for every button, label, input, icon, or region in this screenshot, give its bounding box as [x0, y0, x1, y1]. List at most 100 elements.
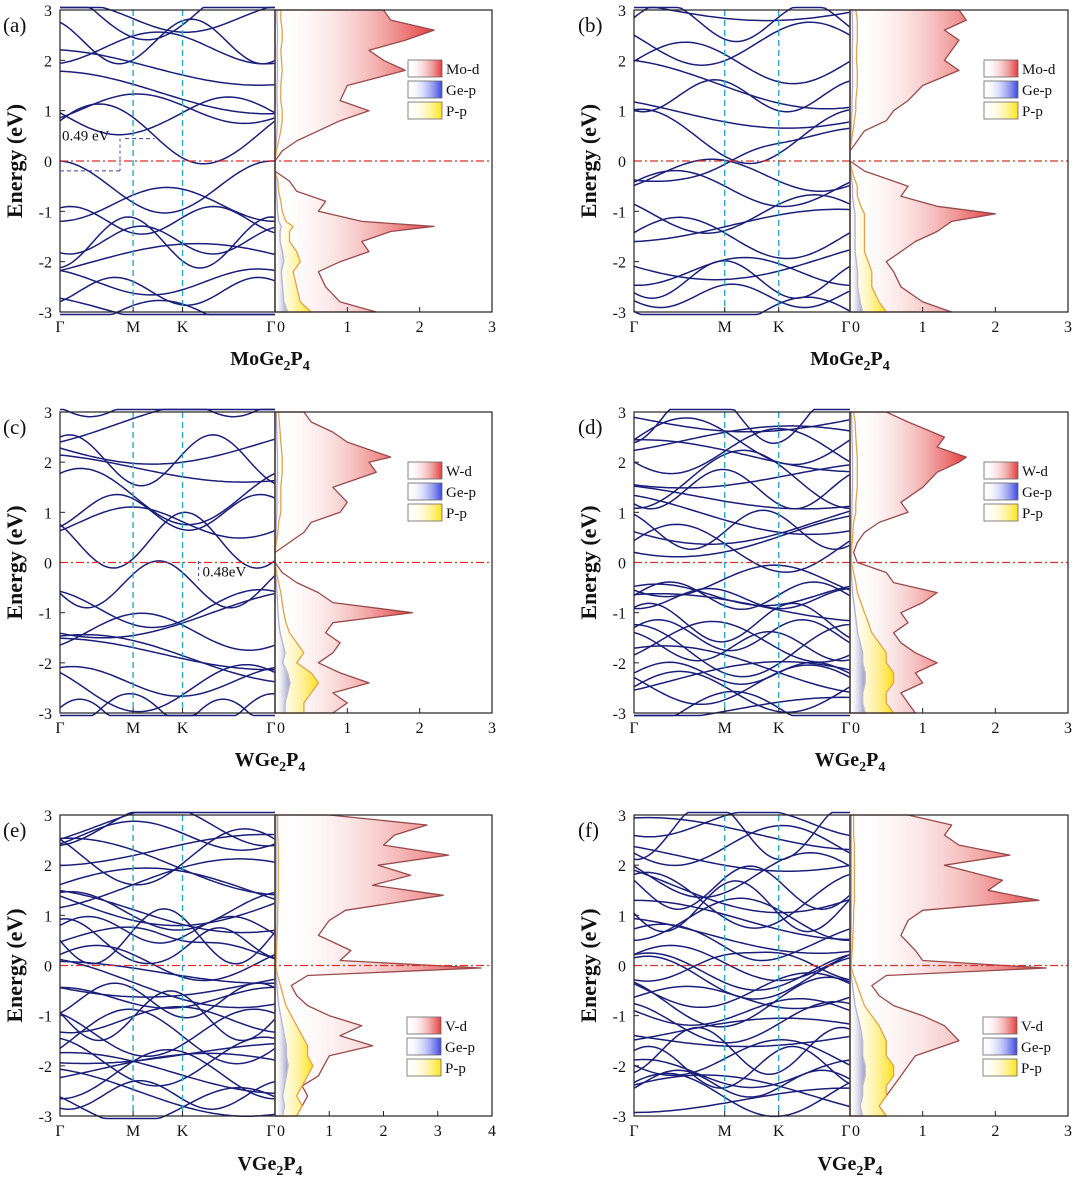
valence-band	[59, 665, 276, 697]
legend-entry: P-p	[446, 506, 467, 522]
k-point-label: M	[126, 319, 140, 336]
gap-label: 0.48eV	[203, 565, 247, 581]
conduction-band	[633, 468, 851, 510]
valence-band	[60, 299, 275, 316]
conduction-band	[59, 895, 276, 927]
legend-entry: Ge-p	[1021, 1040, 1051, 1056]
material-title: WGe2P4	[815, 749, 886, 775]
valence-band	[633, 1069, 851, 1098]
conduction-band	[59, 454, 276, 483]
y-tick-label: -1	[39, 606, 52, 623]
valence-band	[633, 1058, 851, 1089]
legend-swatch	[407, 503, 443, 522]
valence-band	[633, 587, 851, 610]
valence-band	[59, 978, 276, 998]
legend-entry: Mo-d	[1022, 62, 1056, 78]
valence-band	[633, 1026, 851, 1076]
conduction-band	[59, 926, 276, 960]
k-point-label: Γ	[266, 1123, 275, 1140]
conduction-band	[59, 18, 276, 65]
valence-band	[633, 249, 851, 281]
valence-band	[633, 296, 851, 316]
legend-entry: P-p	[445, 1061, 466, 1077]
valence-band	[633, 985, 851, 1010]
material-title: MoGe2P4	[810, 348, 890, 374]
y-tick-label: 3	[618, 3, 626, 20]
valence-band	[59, 160, 275, 214]
y-tick-label: -1	[613, 606, 626, 623]
y-tick-label: -1	[39, 204, 52, 221]
y-axis-label: Energy (eV)	[576, 908, 601, 1022]
conduction-band	[59, 867, 276, 901]
plot-frame	[59, 411, 493, 714]
valence-band	[633, 158, 851, 192]
y-tick-label: 3	[44, 3, 52, 20]
valence-band	[59, 663, 276, 713]
band-structure	[59, 6, 276, 316]
dos-tick-label: 2	[991, 1123, 999, 1140]
k-point-label: M	[126, 720, 140, 737]
k-point-label: M	[126, 1123, 140, 1140]
legend-entry: Ge-p	[1022, 485, 1052, 501]
legend-swatch	[983, 101, 1019, 120]
y-tick-label: -1	[613, 204, 626, 221]
legend-entry: V-d	[1021, 1019, 1043, 1035]
conduction-band	[59, 408, 275, 443]
band-structure	[633, 811, 851, 1118]
dos-p-p-area	[849, 814, 895, 1117]
y-tick-label: -2	[613, 656, 626, 673]
valence-band	[59, 1006, 276, 1034]
gap-label: 0.49 eV	[62, 129, 110, 145]
dos-p-p-area	[849, 411, 895, 714]
y-axis-label: Energy (eV)	[576, 505, 601, 619]
valence-band	[59, 588, 276, 629]
valence-band	[59, 1068, 276, 1117]
y-tick-label: 1	[44, 104, 52, 121]
y-tick-label: 2	[618, 53, 626, 70]
legend: Mo-d Ge-p P-p	[983, 59, 1056, 120]
conduction-band	[633, 439, 851, 473]
y-tick-label: -3	[613, 706, 626, 723]
material-title-part: 2	[279, 760, 286, 775]
legend-entry: P-p	[446, 104, 467, 120]
material-title-part: 2	[864, 359, 871, 374]
material-title-part: MoGe	[810, 348, 863, 370]
y-tick-label: 0	[618, 556, 626, 573]
conduction-band	[59, 828, 276, 886]
plot-frame	[59, 9, 493, 313]
y-tick-label: 3	[44, 808, 52, 825]
y-tick-label: 1	[44, 505, 52, 522]
valence-band	[59, 612, 276, 651]
dos-tick-label: 2	[416, 720, 424, 737]
conduction-band	[633, 464, 851, 489]
plot-frame	[633, 411, 1069, 714]
legend-entry: Ge-p	[1022, 83, 1052, 99]
valence-band	[633, 660, 851, 691]
conduction-band	[633, 41, 851, 85]
conduction-band	[633, 523, 851, 573]
material-title: MoGe2P4	[230, 348, 310, 374]
band-structure	[633, 408, 851, 717]
valence-band	[59, 990, 276, 1042]
gap-annotation: 0.49 eV	[60, 129, 155, 172]
conduction-band	[59, 918, 276, 965]
panel-label: (c)	[3, 415, 26, 439]
material-title: WGe2P4	[235, 749, 306, 775]
dos-tick-label: 2	[991, 720, 999, 737]
valence-band	[633, 661, 851, 685]
legend-swatch	[982, 1058, 1018, 1077]
conduction-band	[59, 49, 276, 86]
conduction-band	[633, 416, 851, 433]
material-title: VGe2P4	[817, 1153, 882, 1179]
legend-swatch	[982, 1016, 1018, 1035]
k-point-label: Γ	[629, 319, 638, 336]
valence-band	[633, 997, 851, 1026]
valence-band	[59, 1042, 276, 1065]
conduction-band	[633, 494, 851, 536]
valence-band	[59, 958, 276, 1009]
y-tick-label: 1	[44, 908, 52, 925]
y-tick-label: -3	[613, 1109, 626, 1126]
legend-entry: W-d	[446, 464, 472, 480]
valence-band	[633, 194, 851, 234]
